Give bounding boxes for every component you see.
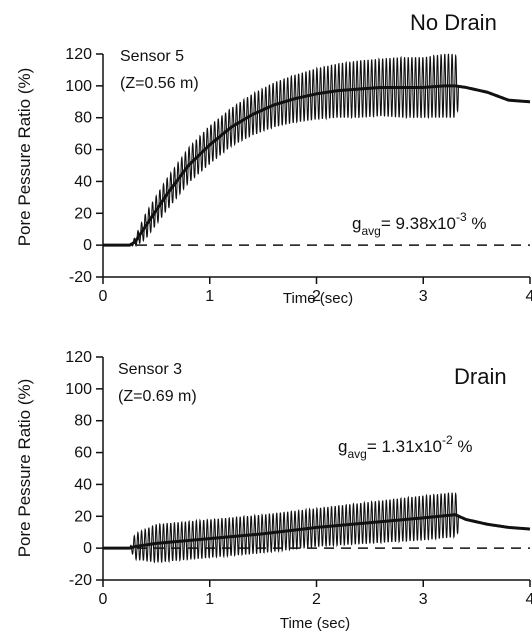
y-tick-label: 120	[65, 349, 92, 366]
x-tick-label: 4	[526, 288, 532, 305]
gavg-symbol: g	[338, 437, 347, 456]
y-tick-label: 80	[74, 110, 92, 127]
x-ticks: 0 1 2 3 4	[99, 580, 532, 608]
gavg-unit: %	[453, 437, 473, 456]
plot-area	[102, 357, 531, 581]
y-tick-label: 20	[74, 508, 92, 525]
y-tick-label: 40	[74, 173, 92, 190]
x-tick-label: 1	[205, 591, 214, 608]
y-ticks: -20 0 20 40 60 80 100 120	[65, 46, 103, 286]
y-tick-label: 100	[65, 78, 92, 95]
gavg-value: = 1.31x10	[367, 437, 442, 456]
gavg-annotation: gavg= 1.31x10-2 %	[338, 433, 473, 461]
x-ticks: 0 1 2 3 4	[99, 277, 532, 305]
y-tick-label: -20	[69, 269, 92, 286]
y-tick-label: 100	[65, 381, 92, 398]
x-tick-label: 4	[526, 591, 532, 608]
x-tick-label: 1	[205, 288, 214, 305]
panel-title: Drain	[454, 364, 507, 389]
panel-no-drain: No Drain -20 0 20 40 60 80 100 120 0 1 2 3 4 Sensor…	[15, 10, 532, 307]
y-tick-label: -20	[69, 572, 92, 589]
gavg-sub: avg	[347, 447, 366, 461]
sensor-label: Sensor 3	[118, 361, 182, 378]
sensor-label: Sensor 5	[120, 48, 184, 65]
y-tick-label: 20	[74, 205, 92, 222]
y-tick-label: 60	[74, 445, 92, 462]
x-tick-label: 0	[99, 288, 108, 305]
x-axis-label: Time (sec)	[280, 615, 350, 632]
y-ticks: -20 0 20 40 60 80 100 120	[65, 349, 103, 589]
gavg-exp: -3	[456, 210, 467, 224]
depth-label: (Z=0.69 m)	[118, 388, 197, 405]
series-mean-line	[103, 84, 531, 247]
y-tick-label: 120	[65, 46, 92, 63]
x-tick-label: 3	[419, 591, 428, 608]
y-axis-label: Pore Pessure Ratio (%)	[15, 68, 34, 247]
x-tick-label: 0	[99, 591, 108, 608]
x-axis-label: Time (sec)	[283, 290, 353, 307]
x-tick-label: 2	[312, 288, 321, 305]
y-tick-label: 60	[74, 142, 92, 159]
y-tick-label: 0	[83, 237, 92, 254]
y-tick-label: 40	[74, 476, 92, 493]
gavg-sub: avg	[361, 224, 380, 238]
gavg-symbol: g	[352, 214, 361, 233]
panel-title: No Drain	[410, 10, 497, 35]
gavg-unit: %	[467, 214, 487, 233]
x-tick-label: 3	[419, 288, 428, 305]
y-axis-label: Pore Pessure Ratio (%)	[15, 379, 34, 558]
y-tick-label: 0	[83, 540, 92, 557]
gavg-value: = 9.38x10	[381, 214, 456, 233]
gavg-annotation: gavg= 9.38x10-3 %	[352, 210, 487, 238]
series-mean-line	[103, 513, 531, 550]
y-tick-label: 80	[74, 413, 92, 430]
depth-label: (Z=0.56 m)	[120, 75, 199, 92]
x-tick-label: 2	[312, 591, 321, 608]
plot-area	[102, 53, 531, 278]
gavg-exp: -2	[442, 433, 453, 447]
